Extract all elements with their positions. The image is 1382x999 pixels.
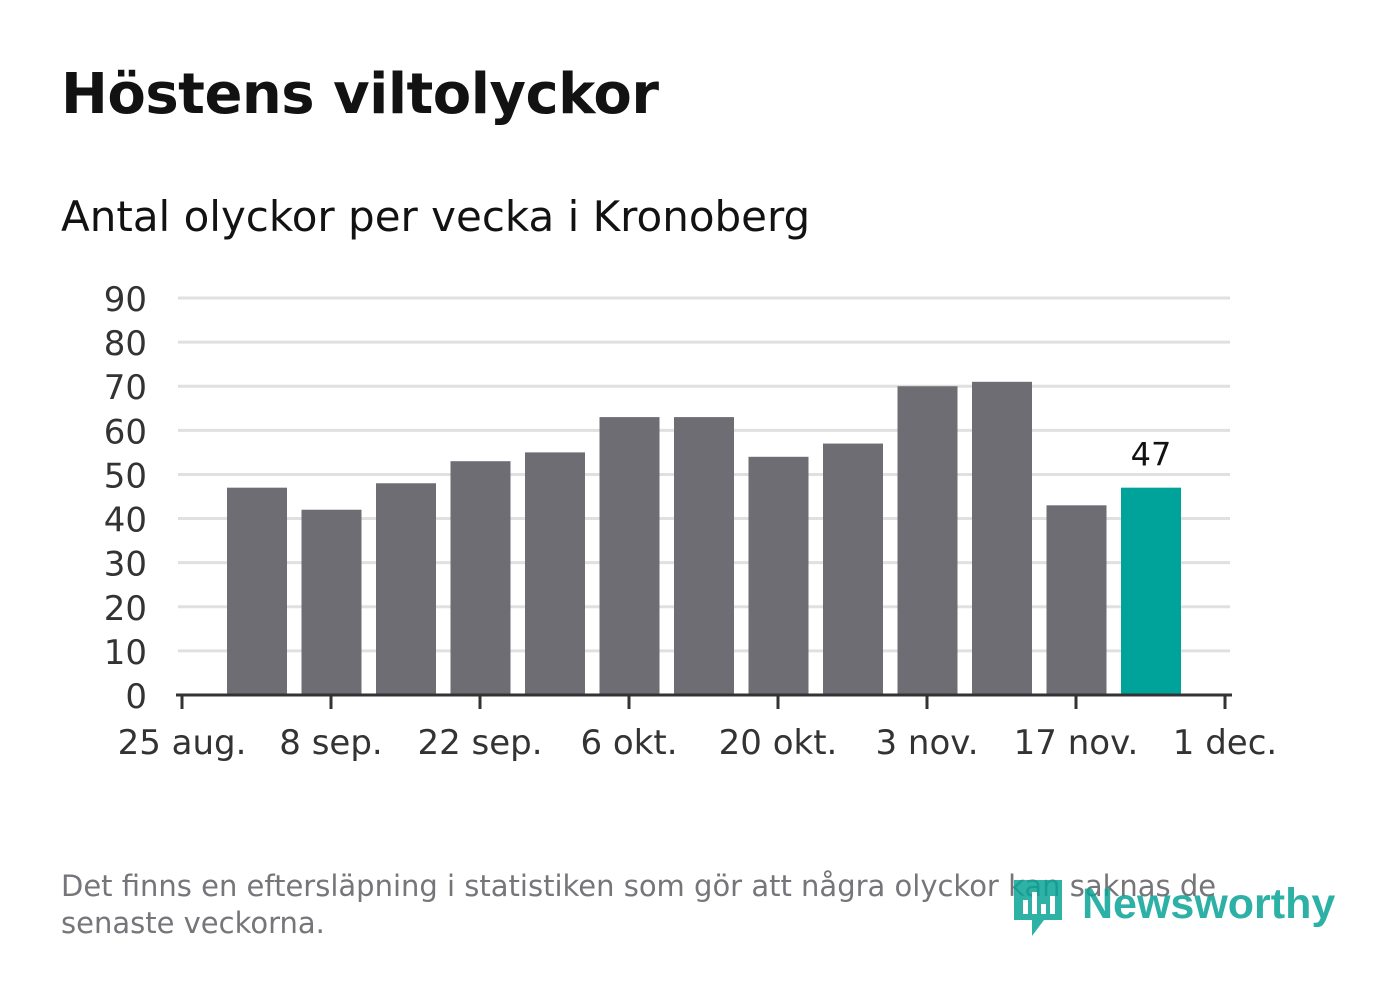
bar bbox=[674, 417, 734, 695]
bar bbox=[301, 509, 362, 695]
x-tick-label: 6 okt. bbox=[580, 723, 677, 763]
newsworthy-logo: Newsworthy bbox=[1010, 876, 1335, 942]
y-tick-label: 50 bbox=[104, 456, 147, 496]
chart-title: Höstens viltolyckor bbox=[61, 62, 659, 127]
y-tick-label: 20 bbox=[104, 589, 147, 629]
x-tick-label: 3 nov. bbox=[875, 723, 978, 763]
bar bbox=[376, 483, 436, 695]
y-tick-label: 60 bbox=[104, 412, 147, 452]
data-labels: 47 bbox=[1131, 436, 1172, 474]
bar bbox=[748, 456, 809, 695]
bar bbox=[450, 461, 511, 695]
bar bbox=[525, 452, 585, 695]
bar bbox=[1121, 487, 1181, 695]
y-tick-label: 90 bbox=[104, 280, 147, 320]
y-tick-label: 80 bbox=[104, 324, 147, 364]
x-tick-label: 22 sep. bbox=[417, 723, 542, 763]
x-tick-label: 17 nov. bbox=[1014, 723, 1139, 763]
y-tick-label: 0 bbox=[125, 677, 147, 717]
x-axis-ticks: 25 aug. 8 sep. 22 sep. 6 okt. 20 okt. 3 nov. 1… bbox=[118, 723, 1278, 763]
y-tick-label: 70 bbox=[104, 368, 147, 408]
data-label: 47 bbox=[1131, 436, 1172, 474]
x-tick-label: 25 aug. bbox=[118, 723, 247, 763]
logo-text: Newsworthy bbox=[1082, 880, 1336, 928]
bar bbox=[1046, 505, 1107, 695]
bars bbox=[227, 381, 1181, 695]
x-tick-label: 8 sep. bbox=[279, 723, 382, 763]
x-tick-label: 20 okt. bbox=[719, 723, 838, 763]
x-tick-label: 1 dec. bbox=[1173, 723, 1277, 763]
chart-subtitle: Antal olyckor per vecka i Kronoberg bbox=[61, 192, 811, 241]
y-tick-label: 40 bbox=[104, 501, 147, 541]
x-axis bbox=[176, 693, 1232, 709]
y-tick-label: 10 bbox=[104, 633, 147, 673]
bar bbox=[599, 417, 660, 695]
bar bbox=[227, 487, 287, 695]
bar bbox=[897, 386, 958, 695]
logo-icon bbox=[1014, 880, 1062, 936]
bar bbox=[972, 381, 1032, 695]
y-tick-label: 30 bbox=[104, 545, 147, 585]
bar bbox=[823, 443, 883, 695]
